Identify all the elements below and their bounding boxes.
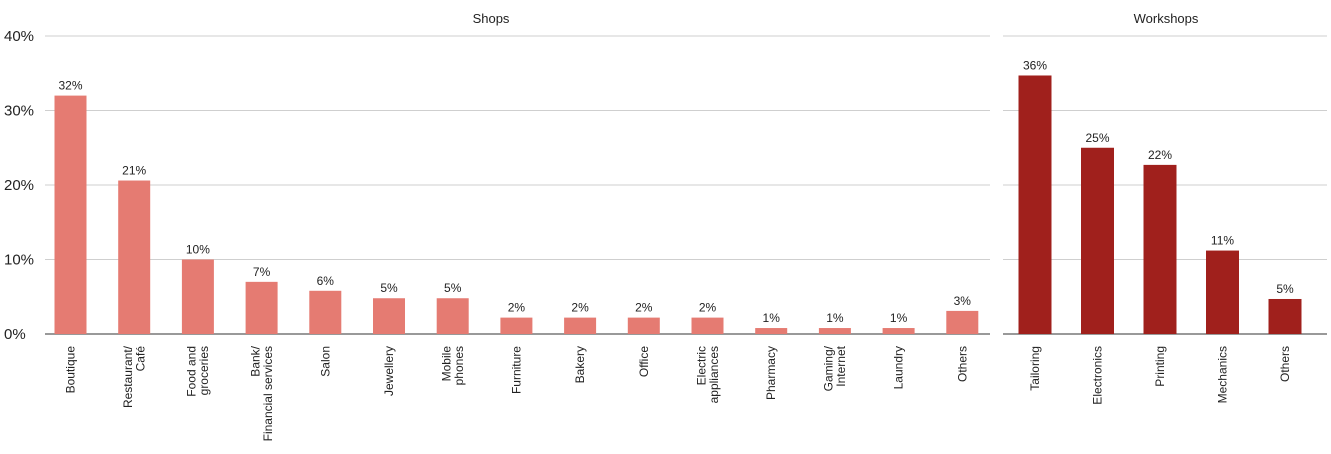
x-category-label: Restaurant/Café <box>121 345 148 408</box>
x-category-label: Office <box>637 346 651 377</box>
x-category-label: Electronics <box>1091 346 1105 405</box>
bar <box>882 328 915 334</box>
x-category-label: Mechanics <box>1216 346 1230 403</box>
data-label: 2% <box>571 301 589 315</box>
data-label: 5% <box>444 281 462 295</box>
data-label: 2% <box>508 301 526 315</box>
data-label: 6% <box>317 274 335 288</box>
x-category-label: Boutique <box>64 346 78 394</box>
shops-panel-title: Shops <box>473 11 510 26</box>
workshops-panel-title: Workshops <box>1134 11 1199 26</box>
bar <box>373 298 405 334</box>
bar <box>818 328 851 334</box>
data-label: 5% <box>380 281 398 295</box>
bar <box>309 290 342 334</box>
shops-panel: Shops 32% Boutique 21% Restaurant/Café 10% Fo… <box>45 11 990 441</box>
bar <box>1081 147 1114 334</box>
x-category-label: Others <box>955 346 969 382</box>
data-label: 10% <box>186 243 210 257</box>
x-category-label: Food andgroceries <box>185 346 212 397</box>
y-tick-label: 0% <box>4 326 26 343</box>
data-label: 22% <box>1148 148 1172 162</box>
y-tick-label: 10% <box>4 252 34 269</box>
bar <box>691 317 724 334</box>
data-label: 7% <box>253 265 271 279</box>
data-label: 1% <box>763 311 781 325</box>
data-label: 1% <box>890 311 908 325</box>
x-category-label: Electricappliances <box>694 346 721 403</box>
bar <box>118 180 151 334</box>
x-category-label: Printing <box>1153 346 1167 387</box>
x-category-label: Furniture <box>509 346 523 394</box>
workshops-panel: Workshops 36% Tailoring 25% Electronics 22% P… <box>1003 11 1327 405</box>
bar <box>755 328 788 334</box>
data-label: 36% <box>1023 58 1047 72</box>
data-label: 2% <box>635 301 653 315</box>
x-category-label: Jewellery <box>382 346 396 396</box>
bar <box>181 259 214 334</box>
y-tick-label: 40% <box>4 28 34 45</box>
x-category-label: Gaming/Internet <box>822 345 849 391</box>
bar <box>500 317 533 334</box>
bar <box>245 281 278 334</box>
bar <box>564 317 597 334</box>
bar <box>1143 164 1177 334</box>
bar <box>946 310 979 334</box>
bar <box>436 298 469 334</box>
x-category-label: Bakery <box>573 346 587 383</box>
x-category-label: Others <box>1278 346 1292 382</box>
data-label: 21% <box>122 164 146 178</box>
bar <box>1206 250 1239 334</box>
data-label: 5% <box>1276 282 1294 296</box>
data-label: 1% <box>826 311 844 325</box>
bar <box>627 317 660 334</box>
x-category-label: Pharmacy <box>764 346 778 400</box>
y-tick-label: 30% <box>4 103 34 120</box>
x-category-label: Bank/Financial services <box>248 345 275 441</box>
y-tick-label: 20% <box>4 177 34 194</box>
data-label: 25% <box>1085 131 1109 145</box>
data-label: 3% <box>954 294 972 308</box>
x-category-label: Laundry <box>892 346 906 389</box>
bar <box>1018 75 1052 335</box>
bar <box>1268 298 1302 334</box>
data-label: 11% <box>1211 234 1234 248</box>
x-category-label: Mobilephones <box>439 346 466 386</box>
data-label: 2% <box>699 301 717 315</box>
data-label: 32% <box>58 79 82 93</box>
bar <box>54 95 87 334</box>
x-category-label: Salon <box>318 346 332 377</box>
x-category-label: Tailoring <box>1028 346 1042 391</box>
